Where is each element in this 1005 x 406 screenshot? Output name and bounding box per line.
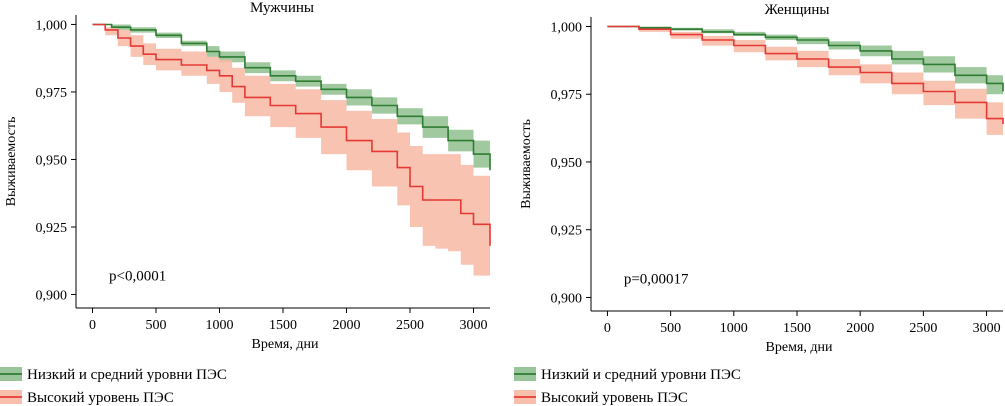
survival-line-women-0 <box>607 25 1004 92</box>
x-tick-label: 2000 <box>332 318 360 333</box>
legend-label-women-0: Низкий и средний уровни ПЭС <box>541 367 741 383</box>
legend-label-men-1: Высокий уровень ПЭС <box>27 390 174 406</box>
x-tick-label: 1500 <box>269 318 297 333</box>
x-tick-label: 500 <box>660 321 681 336</box>
chart-title-women: Женщины <box>764 2 829 18</box>
y-tick-label: 0,975 <box>551 88 583 103</box>
y-tick-label: 1,000 <box>551 20 583 35</box>
x-tick-label: 2500 <box>909 321 937 336</box>
y-axis-label-women: Выживаемость <box>519 119 534 209</box>
legend-label-men-0: Низкий и средний уровни ПЭС <box>27 367 227 383</box>
p-value-annotation-women: p=0,00017 <box>624 271 689 287</box>
y-tick-label: 0,925 <box>36 221 68 236</box>
legend-men: Низкий и средний уровни ПЭС Высокий урове… <box>0 367 227 406</box>
y-tick-label: 1,000 <box>36 18 68 33</box>
y-tick-label: 0,925 <box>551 224 583 239</box>
x-axis-label-men: Время, дни <box>252 337 319 352</box>
y-tick-label: 0,950 <box>551 156 583 171</box>
x-tick-label: 2500 <box>396 318 424 333</box>
y-tick-label: 0,950 <box>36 153 68 168</box>
survival-line-men-1 <box>92 23 491 246</box>
x-tick-label: 500 <box>146 318 167 333</box>
x-axis-label-women: Время, дни <box>766 340 833 355</box>
confidence-band-men-1 <box>92 24 490 287</box>
x-tick-label: 1500 <box>783 321 811 336</box>
legend-women: Низкий и средний уровни ПЭС Высокий урове… <box>514 367 741 406</box>
x-tick-label: 1000 <box>720 321 748 336</box>
x-tick-label: 0 <box>89 318 96 333</box>
legend-label-women-1: Высокий уровень ПЭС <box>541 390 688 406</box>
confidence-bands-women <box>607 26 1003 141</box>
chart-panel-men: Мужчины 0 500 1000 1500 2000 2500 3000 0,900 0,9… <box>4 0 491 352</box>
x-tick-label: 3000 <box>459 318 487 333</box>
y-tick-label: 0,900 <box>551 291 583 306</box>
x-tick-label: 0 <box>604 321 611 336</box>
survival-line-men-0 <box>92 23 491 171</box>
confidence-bands-men <box>92 24 490 287</box>
x-tick-label: 3000 <box>973 321 1001 336</box>
survival-line-women-1 <box>607 25 1004 124</box>
axes-women: 0 500 1000 1500 2000 2500 3000 0,900 0,925 0,950 0… <box>551 17 1003 336</box>
y-tick-label: 0,975 <box>36 86 68 101</box>
x-tick-label: 2000 <box>846 321 874 336</box>
y-axis-label-men: Выживаемость <box>4 117 19 207</box>
x-tick-label: 1000 <box>206 318 234 333</box>
survival-lines-women <box>607 25 1004 124</box>
chart-title-men: Мужчины <box>250 0 314 16</box>
y-tick-label: 0,900 <box>36 288 68 303</box>
survival-lines-men <box>92 23 491 246</box>
chart-panel-women: Женщины 0 500 1000 1500 2000 2500 3000 0,900 0,9… <box>519 2 1004 355</box>
p-value-annotation-men: p<0,0001 <box>109 269 166 285</box>
axes-men: 0 500 1000 1500 2000 2500 3000 0,900 0,925 0,950 0… <box>36 15 490 333</box>
